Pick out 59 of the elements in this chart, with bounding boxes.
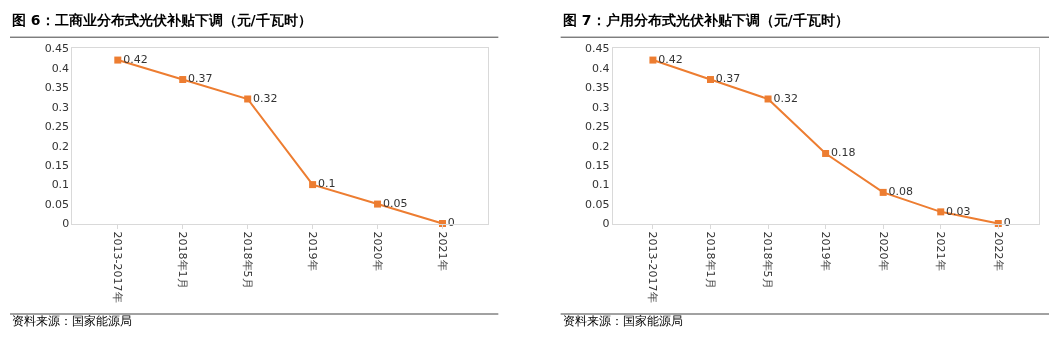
data-label: 0.37 [188,72,213,86]
point [309,181,317,189]
x-tick-label: 2022年 [991,231,1005,271]
x-tick-label: 2018年1月 [176,231,190,289]
y-tick-label: 0.35 [44,81,70,95]
x-tick-label: 2021年 [435,231,449,271]
data-label: 0.08 [888,185,914,199]
data-label: 0.42 [123,52,148,66]
point [179,76,187,84]
y-tick-label: 0.25 [44,120,70,134]
y-tick-label: 0 [62,217,70,231]
point [706,76,714,84]
y-tick-label: 0.2 [51,139,70,153]
y-tick-label: 0.45 [584,42,610,56]
y-tick-label: 0.4 [591,61,610,75]
point [244,95,252,103]
y-tick-label: 0 [602,217,610,231]
x-tick-label: 2018年5月 [241,231,255,289]
y-tick-label: 0.2 [591,139,610,153]
data-label: 0.03 [946,204,971,218]
y-tick-label: 0.3 [51,100,70,114]
x-tick-label: 2013-2017年 [111,231,125,303]
data-label: 0.37 [715,72,741,86]
data-label: 0.42 [658,52,683,66]
point [822,149,830,157]
y-tick-label: 0.05 [44,197,70,211]
y-tick-label: 0.4 [51,61,70,75]
y-tick-label: 0.35 [584,81,610,95]
data-label: 0.1 [317,177,336,191]
y-tick-label: 0.15 [584,159,610,172]
text: 资料来源：国家能源局 [12,314,132,328]
point [879,188,887,196]
data-label: 0.05 [382,196,408,210]
y-tick-label: 0.1 [51,178,70,192]
chart-title: 图 7：户用分布式光伏补贴下调（元/千瓦时） [563,12,849,28]
y-tick-label: 0.05 [584,197,610,211]
point [374,200,382,208]
x-tick-label: 2018年5月 [761,231,775,289]
text: 资料来源：国家能源局 [563,314,683,328]
x-tick-label: 2019年 [306,231,320,271]
data-label: 0.32 [773,91,798,105]
point [649,56,657,64]
point [764,95,772,103]
y-tick-label: 0.3 [591,100,610,114]
y-tick-label: 0.45 [44,42,70,56]
y-tick-label: 0.15 [44,159,70,172]
x-tick-label: 2020年 [876,231,890,271]
x-tick-label: 2019年 [819,231,833,271]
x-tick-label: 2018年1月 [703,231,717,289]
y-tick-label: 0.1 [591,178,610,192]
x-tick-label: 2021年 [934,231,948,271]
point [937,208,945,216]
chart-title: 图 6：工商业分布式光伏补贴下调（元/千瓦时） [12,12,312,28]
point [114,56,122,64]
data-label: 0.18 [830,146,856,160]
data-label: 0.32 [253,91,278,105]
y-tick-label: 0.25 [584,120,610,134]
x-tick-label: 2020年 [370,231,384,271]
x-tick-label: 2013-2017年 [646,231,660,303]
